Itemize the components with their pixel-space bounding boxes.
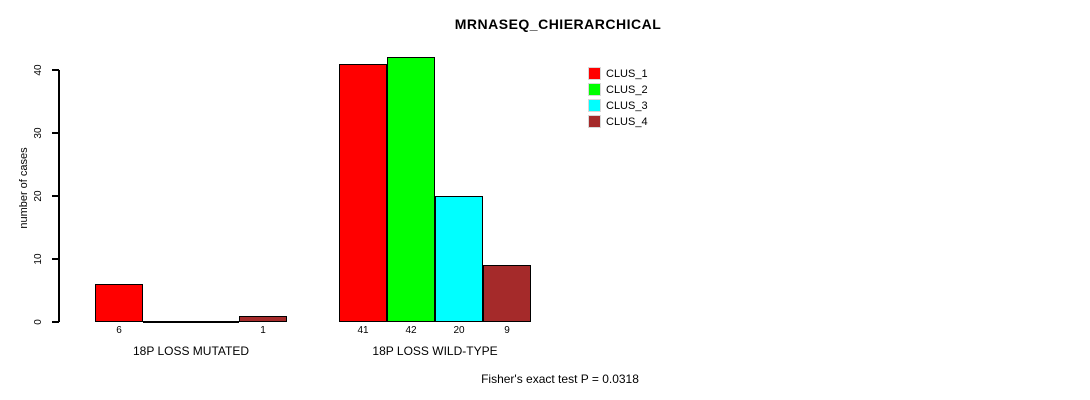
legend-swatch-clus_2	[588, 83, 601, 96]
y-axis-tick	[52, 132, 59, 134]
bar-clus_4-group2	[483, 265, 531, 322]
y-axis-tick-label: 20	[33, 190, 44, 202]
zero-bar-clus_2-group1	[143, 321, 191, 323]
y-axis-tick-label: 0	[33, 319, 44, 325]
legend-swatch-clus_4	[588, 115, 601, 128]
y-axis-label: number of cases	[18, 147, 30, 229]
y-axis-tick	[52, 258, 59, 260]
y-axis-tick	[52, 195, 59, 197]
x-category-label-wild-type: 18P LOSS WILD-TYPE	[372, 344, 498, 358]
legend-swatch-clus_1	[588, 67, 601, 80]
legend-label: CLUS_2	[606, 84, 648, 96]
y-axis-tick-label: 30	[33, 127, 44, 139]
bar-value-label: 20	[453, 325, 465, 336]
legend-label: CLUS_3	[606, 100, 648, 112]
bar-value-label: 9	[504, 325, 510, 336]
y-axis-tick-label: 40	[33, 64, 44, 76]
bar-value-label: 1	[260, 325, 266, 336]
y-axis-tick	[52, 69, 59, 71]
bar-clus_2-group2	[387, 57, 435, 322]
y-axis-tick	[52, 321, 59, 323]
bar-value-label: 42	[405, 325, 417, 336]
stat-test-annotation: Fisher's exact test P = 0.0318	[481, 372, 639, 386]
zero-bar-clus_3-group1	[191, 321, 239, 323]
y-axis-tick-label: 10	[33, 253, 44, 265]
bar-clus_1-group1	[95, 284, 143, 322]
chart-title: MRNASEQ_CHIERARCHICAL	[454, 16, 662, 32]
x-category-label-mutated: 18P LOSS MUTATED	[132, 344, 250, 358]
legend-label: CLUS_4	[606, 116, 648, 128]
bar-clus_1-group2	[339, 63, 387, 322]
bar-value-label: 6	[116, 325, 122, 336]
bar-clus_4-group1	[239, 315, 287, 322]
legend-label: CLUS_1	[606, 68, 648, 80]
bar-value-label: 41	[357, 325, 369, 336]
legend-swatch-clus_3	[588, 99, 601, 112]
bar-clus_3-group2	[435, 196, 483, 322]
